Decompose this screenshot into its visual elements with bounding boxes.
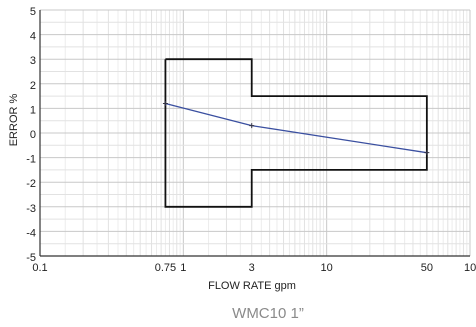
y-axis-label: ERROR % <box>8 94 20 147</box>
x-tick-label: 0.75 <box>155 262 176 274</box>
data-point <box>249 123 255 129</box>
axes <box>39 10 470 257</box>
data-point <box>162 100 168 106</box>
y-tick-label: 2 <box>30 80 36 92</box>
y-tick-label: 0 <box>30 129 36 141</box>
x-axis-label: FLOW RATE gpm <box>208 280 296 292</box>
x-tick-labels: 0.1 0.75 1 3 10 50 100 <box>32 262 476 274</box>
y-tick-label: 1 <box>30 104 36 116</box>
tolerance-envelope-layer <box>164 58 428 208</box>
x-tick-label: 1 <box>180 262 186 274</box>
y-tick-labels: 5 4 3 2 1 0 -1 -2 -3 -4 -5 <box>26 6 36 264</box>
y-tick-label: 3 <box>30 55 36 67</box>
x-tick-label: 50 <box>421 262 433 274</box>
tolerance-envelope <box>164 58 428 208</box>
series-layer <box>162 100 430 156</box>
y-tick-label: -1 <box>26 154 36 166</box>
x-tick-label: 100 <box>464 262 476 274</box>
x-tick-label: 3 <box>249 262 255 274</box>
data-point <box>424 150 430 156</box>
grid <box>39 9 471 257</box>
y-tick-label: -4 <box>26 227 36 239</box>
y-tick-label: -2 <box>26 178 36 190</box>
x-tick-label: 10 <box>321 262 333 274</box>
y-tick-label: -3 <box>26 203 36 215</box>
y-tick-label: 5 <box>30 6 36 18</box>
y-tick-label: 4 <box>30 31 36 43</box>
y-tick-label: -5 <box>26 252 36 264</box>
x-tick-label: 0.1 <box>32 262 47 274</box>
chart-caption: WMC10 1” <box>232 305 304 322</box>
